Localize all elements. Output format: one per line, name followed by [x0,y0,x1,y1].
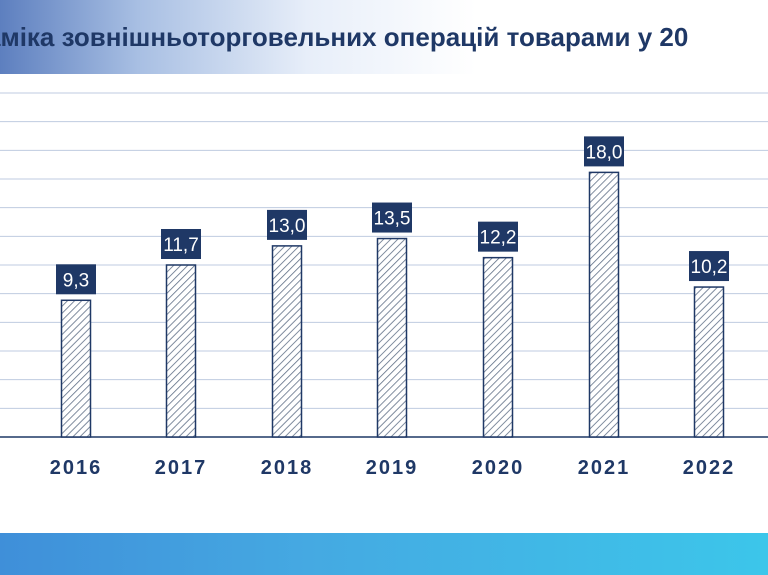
value-label-box [584,136,624,167]
x-tick-label: 2019 [366,457,419,479]
value-label: 9,3 [63,270,89,291]
x-tick-label: 2020 [472,457,525,479]
title-band [0,0,768,74]
chart-title: аміка зовнішньоторговельних операцій тов… [0,22,689,52]
value-label-box [372,202,412,233]
value-label-box [267,209,307,240]
value-labels: 9,3 11,7 13,0 13,5 12,2 18,0 10,2 [56,136,729,295]
value-label-box [161,229,201,259]
value-label-box [478,221,518,252]
value-label: 12,2 [480,228,517,249]
value-label: 11,7 [163,235,199,256]
bottom-band [0,533,768,575]
bar-2019 [376,237,408,438]
x-tick-label: 2016 [50,457,103,479]
bar-2020 [482,256,514,438]
bar-2022 [693,286,725,438]
value-label: 10,2 [691,257,728,278]
bar-2018 [271,245,303,438]
x-tick-label: 2017 [155,457,208,479]
x-tick-label: 2018 [261,457,314,479]
value-label-box [56,264,96,295]
bar-2017 [165,264,197,438]
bars [60,171,725,438]
x-axis: 2016 2017 2018 2019 2020 2021 2022 [50,457,736,479]
bar-2021 [588,171,620,438]
value-label: 13,5 [374,209,411,230]
x-tick-label: 2021 [578,457,631,479]
bar-2016 [60,299,92,438]
x-tick-label: 2022 [683,457,736,479]
value-label: 13,0 [269,216,306,237]
value-label: 18,0 [586,142,623,163]
value-label-box [689,251,729,282]
